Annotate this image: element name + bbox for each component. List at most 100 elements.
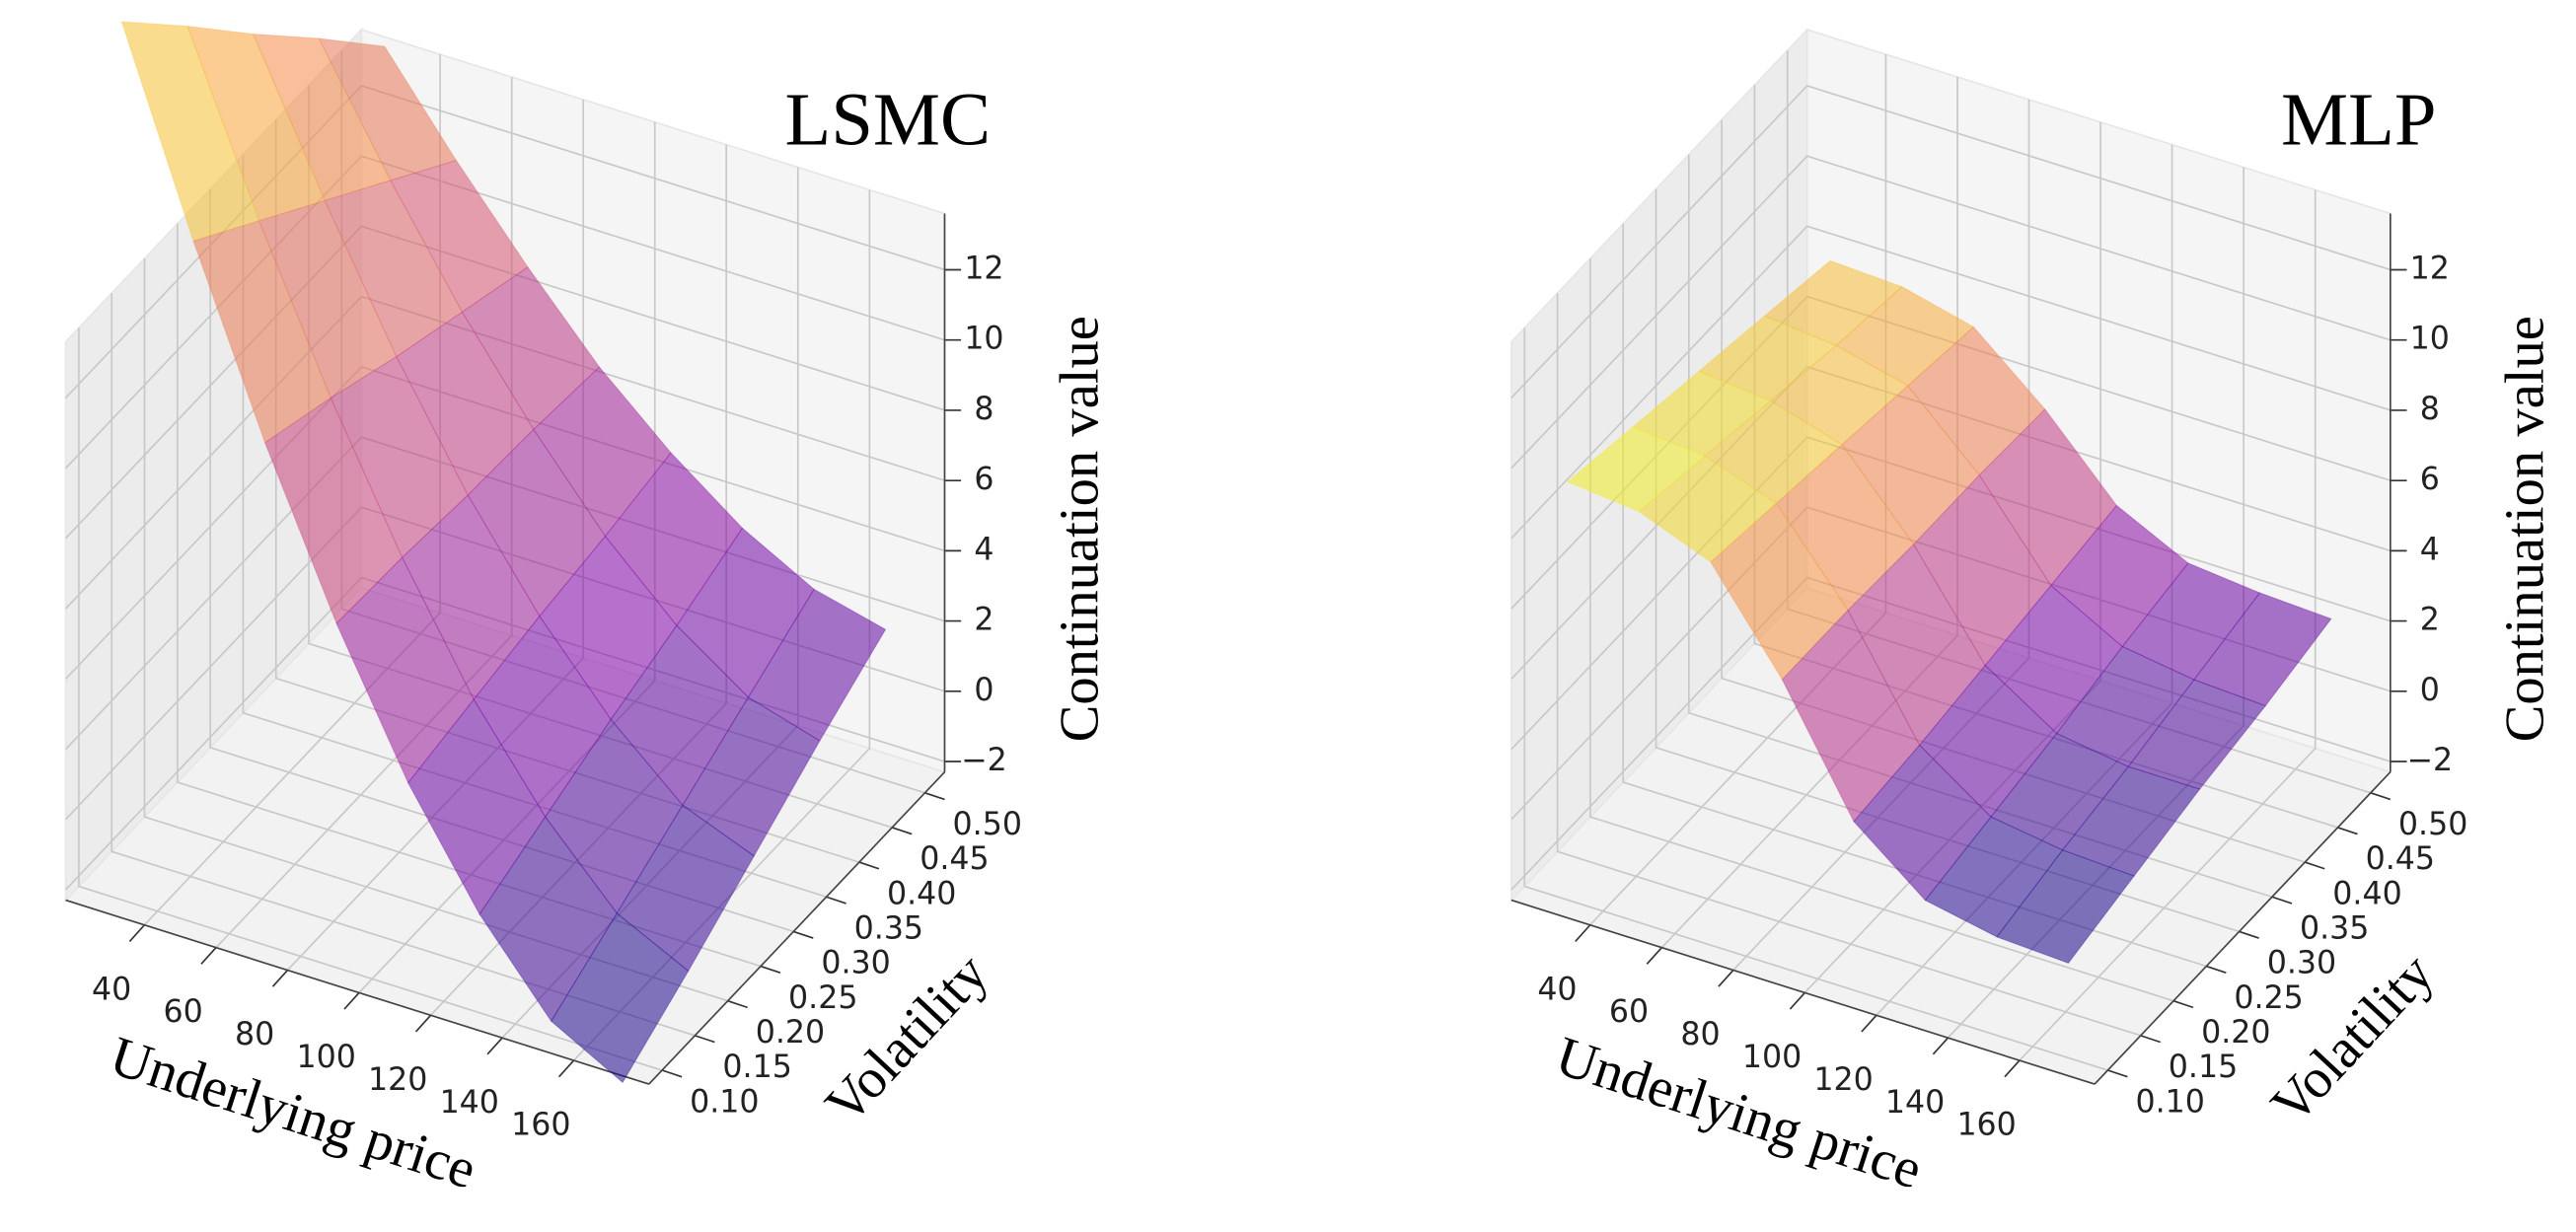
- y-tick-label: 0.45: [2366, 841, 2435, 877]
- z-tick-label: 10: [964, 322, 1003, 357]
- y-grid-line: [1556, 293, 2141, 1037]
- y-tick-label: 0.45: [920, 841, 989, 877]
- z-axis-label: Continuation value: [2495, 316, 2556, 742]
- y-axis-line: [648, 771, 946, 1085]
- x-tick-mark: [1575, 924, 1591, 942]
- y-grid-line: [78, 327, 663, 1071]
- z-grid-line: [1510, 155, 2392, 470]
- y-tick-mark: [2107, 1069, 2128, 1078]
- z-tick-label: 8: [974, 392, 994, 427]
- y-tick-mark: [858, 861, 880, 870]
- x-tick-mark: [1646, 947, 1662, 965]
- chart-title: MLP: [2281, 78, 2436, 162]
- z-tick-label: 6: [974, 462, 994, 497]
- y-tick-mark: [2304, 861, 2325, 870]
- y-tick-label: 0.10: [2135, 1084, 2204, 1120]
- x-tick-mark: [128, 924, 146, 942]
- x-tick-mark: [557, 1059, 575, 1078]
- x-tick-mark: [1789, 991, 1805, 1010]
- x-axis-line: [65, 899, 649, 1085]
- y-tick-mark: [2206, 965, 2227, 975]
- y-tick-label: 0.50: [953, 807, 1022, 842]
- y-tick-label: 0.15: [722, 1050, 791, 1085]
- surface-face: [747, 588, 887, 742]
- chart-title: LSMC: [785, 78, 992, 162]
- y-tick-mark: [793, 930, 814, 939]
- z-tick-label: 12: [2410, 252, 2450, 287]
- z-tick-label: 2: [974, 603, 994, 638]
- x-tick-mark: [2004, 1059, 2021, 1078]
- z-grid-line: [1510, 225, 2392, 540]
- z-tick-label: 2: [2420, 603, 2440, 638]
- y-tick-mark: [2337, 827, 2358, 835]
- x-tick-label: 60: [1609, 994, 1649, 1030]
- y-tick-mark: [891, 827, 913, 835]
- surface-chart: 4060801001201401600.100.150.200.250.300.…: [1509, 27, 2556, 1201]
- y-tick-mark: [727, 999, 748, 1009]
- z-tick-label: 4: [974, 532, 994, 567]
- x-tick-label: 100: [296, 1040, 355, 1075]
- x-tick-mark: [486, 1037, 503, 1055]
- y-grid-line: [1523, 327, 2108, 1071]
- x-tick-mark: [343, 991, 360, 1010]
- y-tick-label: 0.15: [2169, 1050, 2238, 1085]
- z-axis-label: Continuation value: [1049, 316, 1110, 742]
- y-tick-mark: [661, 1069, 683, 1078]
- z-tick-label: 10: [2410, 322, 2450, 357]
- x-axis-label: Underlying price: [103, 1026, 482, 1201]
- x-tick-label: 120: [1813, 1062, 1873, 1098]
- y-grid-line: [110, 293, 696, 1037]
- y-tick-mark: [2140, 1035, 2161, 1044]
- y-tick-mark: [695, 1035, 715, 1044]
- y-tick-mark: [2370, 791, 2392, 801]
- y-tick-mark: [2239, 930, 2259, 939]
- surface-face: [1996, 849, 2135, 964]
- x-tick-mark: [1932, 1037, 1950, 1055]
- y-tick-label: 0.10: [690, 1084, 759, 1120]
- x-axis-label: Underlying price: [1549, 1026, 1929, 1201]
- y-tick-label: 0.35: [854, 911, 923, 947]
- x-tick-label: 120: [368, 1062, 427, 1098]
- surface-face: [551, 912, 690, 1084]
- y-tick-mark: [2172, 999, 2194, 1009]
- y-tick-label: 0.20: [756, 1015, 825, 1051]
- x-tick-label: 140: [440, 1085, 499, 1121]
- x-grid-line: [2019, 189, 2317, 1061]
- z-tick-label: −2: [2406, 743, 2453, 778]
- x-tick-label: 140: [1885, 1085, 1945, 1121]
- x-tick-mark: [271, 969, 289, 987]
- y-tick-label: 0.40: [887, 876, 956, 911]
- x-tick-label: 40: [92, 972, 131, 1007]
- y-tick-label: 0.20: [2201, 1015, 2270, 1051]
- y-tick-label: 0.25: [2234, 980, 2303, 1016]
- x-tick-label: 160: [1956, 1108, 2016, 1143]
- y-tick-mark: [826, 896, 846, 905]
- z-tick-label: 4: [2420, 532, 2440, 567]
- x-tick-mark: [200, 947, 217, 965]
- x-axis-line: [1510, 899, 2096, 1085]
- z-grid-line: [1510, 85, 2392, 399]
- x-tick-mark: [1861, 1014, 1877, 1033]
- y-tick-mark: [924, 791, 945, 801]
- y-grid-line: [1589, 257, 2174, 1002]
- x-tick-mark: [414, 1014, 432, 1033]
- y-tick-label: 0.50: [2398, 807, 2467, 842]
- surface-face: [616, 804, 755, 973]
- x-tick-label: 100: [1742, 1040, 1802, 1075]
- x-tick-label: 40: [1537, 972, 1577, 1007]
- y-tick-label: 0.30: [2267, 946, 2336, 981]
- z-tick-label: 0: [974, 673, 994, 708]
- x-tick-label: 160: [511, 1108, 570, 1143]
- surface-face: [2193, 592, 2332, 707]
- y-tick-label: 0.25: [788, 980, 857, 1016]
- y-axis-line: [2094, 771, 2392, 1085]
- z-tick-label: 8: [2420, 392, 2440, 427]
- y-tick-mark: [2271, 896, 2293, 905]
- y-tick-mark: [760, 965, 781, 975]
- surface-chart: 4060801001201401600.100.150.200.250.300.…: [64, 21, 1110, 1201]
- y-tick-label: 0.40: [2332, 876, 2401, 911]
- x-tick-mark: [1718, 969, 1734, 987]
- z-tick-label: 6: [2420, 462, 2440, 497]
